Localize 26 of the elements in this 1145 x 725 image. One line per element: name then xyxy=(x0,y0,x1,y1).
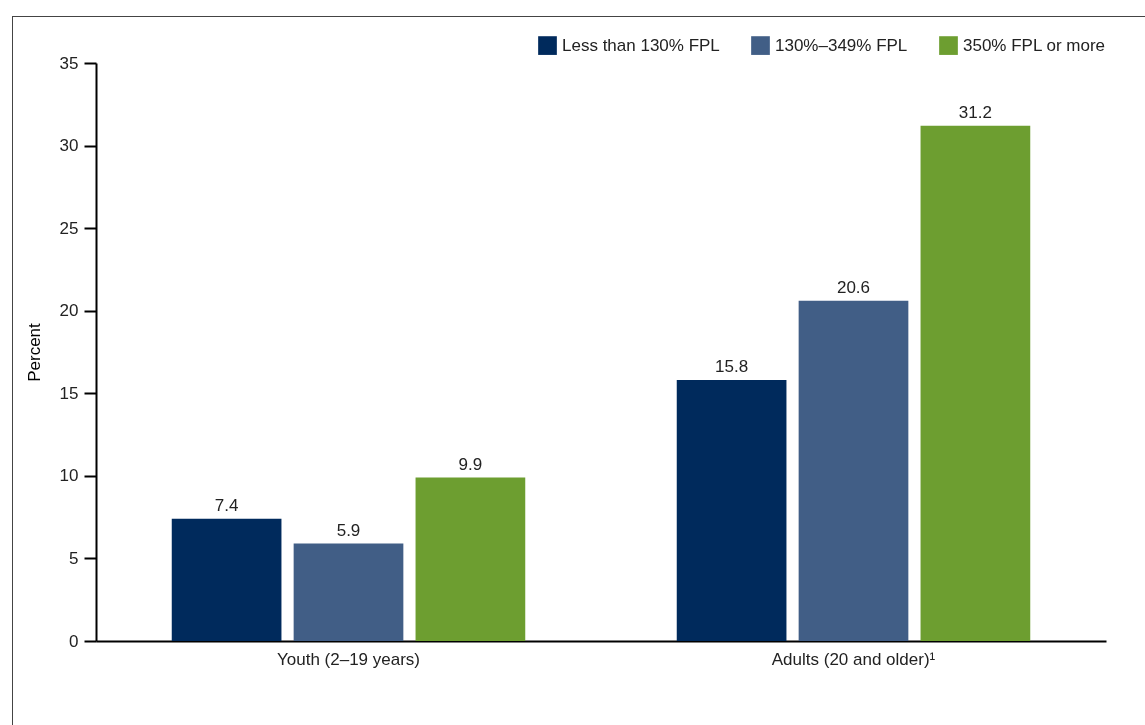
data-label: 31.2 xyxy=(958,102,992,122)
y-tick-label: 20 xyxy=(59,301,79,321)
bar xyxy=(676,380,787,641)
data-label: 20.6 xyxy=(836,277,871,297)
y-tick-label: 15 xyxy=(59,383,79,403)
y-tick-label: 30 xyxy=(59,136,79,156)
y-tick-label: 0 xyxy=(69,631,79,651)
bar xyxy=(293,543,404,641)
y-tick-label: 25 xyxy=(59,218,79,238)
y-tick-label: 10 xyxy=(59,466,79,486)
legend-label: 350% FPL or more xyxy=(963,35,1106,55)
y-tick-label: 35 xyxy=(59,53,79,73)
bar xyxy=(171,518,282,641)
legend-label: 130%–349% FPL xyxy=(775,35,908,55)
bar xyxy=(415,477,526,641)
data-label: 5.9 xyxy=(336,520,361,540)
data-label: 15.8 xyxy=(715,357,749,377)
x-tick-label: Adults (20 and older)¹ xyxy=(771,649,936,669)
legend-label: Less than 130% FPL xyxy=(562,35,720,55)
bar xyxy=(920,125,1031,641)
data-label: 9.9 xyxy=(458,454,483,474)
y-axis-title: Percent xyxy=(24,322,44,382)
bar xyxy=(798,300,909,641)
y-tick-label: 5 xyxy=(69,548,79,568)
data-label: 7.4 xyxy=(214,495,239,515)
x-tick-label: Youth (2–19 years) xyxy=(276,649,421,669)
